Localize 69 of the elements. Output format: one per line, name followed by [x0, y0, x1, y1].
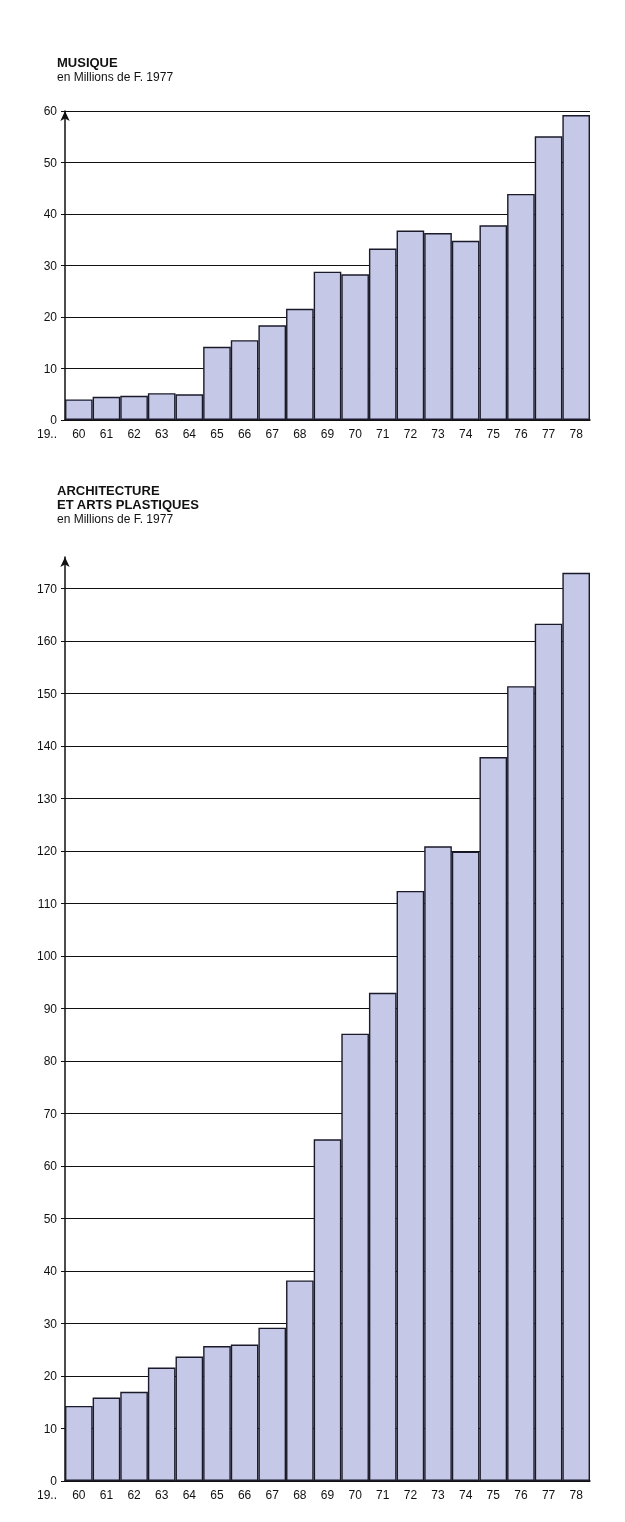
y-tick-label: 40 — [43, 1264, 58, 1278]
x-tick-label: 78 — [569, 1488, 584, 1502]
y-tick-label: 60 — [43, 1159, 58, 1173]
x-tick-label: 63 — [155, 427, 169, 441]
x-tick-label: 63 — [155, 1488, 169, 1502]
x-tick-label: 68 — [293, 1488, 307, 1502]
chart-subtitle: en Millions de F. 1977 — [57, 512, 174, 526]
y-tick-label: 140 — [36, 739, 58, 753]
x-tick-label: 60 — [72, 427, 86, 441]
x-tick-label: 69 — [320, 427, 335, 441]
y-tick-label: 110 — [37, 896, 58, 911]
chart-title: MUSIQUE — [57, 54, 118, 70]
y-tick-label: 80 — [43, 1054, 58, 1068]
x-tick-label: 66 — [237, 1488, 252, 1502]
y-tick-label: 0 — [50, 413, 58, 427]
x-tick-label: 62 — [127, 1488, 142, 1502]
y-tick-label: 60 — [43, 104, 58, 118]
y-tick-label: 90 — [43, 1001, 58, 1016]
x-axis-title: 19.. — [36, 1488, 57, 1502]
y-tick-label: 40 — [43, 207, 58, 221]
x-tick-label: 70 — [348, 1488, 363, 1502]
y-tick-label: 30 — [43, 1316, 58, 1331]
x-tick-label: 71 — [376, 427, 390, 441]
x-tick-label: 73 — [431, 1488, 446, 1502]
x-tick-label: 74 — [458, 1488, 473, 1502]
y-tick-label: 160 — [36, 634, 58, 648]
y-tick-label: 10 — [43, 361, 58, 376]
x-tick-label: 61 — [99, 1488, 114, 1502]
y-tick-label: 20 — [43, 1369, 58, 1383]
x-tick-label: 62 — [127, 427, 142, 441]
y-tick-label: 30 — [43, 258, 58, 273]
x-tick-label: 78 — [569, 427, 584, 441]
x-tick-label: 74 — [458, 427, 473, 441]
x-tick-label: 75 — [486, 1488, 501, 1502]
x-tick-label: 77 — [541, 427, 556, 441]
chart-title: ARCHITECTURE ET ARTS PLASTIQUES — [57, 482, 200, 512]
x-tick-label: 68 — [293, 427, 307, 441]
x-tick-label: 73 — [431, 427, 446, 441]
x-tick-label: 65 — [210, 1488, 224, 1502]
x-tick-label: 60 — [72, 1488, 86, 1502]
y-tick-label: 70 — [43, 1106, 58, 1121]
x-tick-label: 72 — [403, 1488, 418, 1502]
x-tick-label: 67 — [265, 427, 280, 441]
x-tick-label: 76 — [514, 1488, 528, 1502]
y-tick-label: 130 — [36, 791, 58, 806]
y-tick-label: 20 — [43, 310, 58, 324]
y-tick-label: 0 — [50, 1474, 58, 1488]
chart-subtitle: en Millions de F. 1977 — [57, 70, 174, 84]
x-tick-label: 67 — [265, 1488, 280, 1502]
x-tick-label: 72 — [403, 427, 418, 441]
y-tick-label: 10 — [43, 1421, 58, 1436]
x-tick-label: 65 — [210, 427, 224, 441]
y-tick-label: 150 — [36, 686, 58, 701]
x-tick-label: 66 — [237, 427, 252, 441]
y-tick-label: 170 — [36, 581, 58, 596]
x-tick-label: 69 — [320, 1488, 335, 1502]
x-tick-label: 76 — [514, 427, 528, 441]
x-tick-label: 64 — [182, 1488, 197, 1502]
x-tick-label: 77 — [541, 1488, 556, 1502]
x-tick-label: 75 — [486, 427, 501, 441]
x-tick-label: 71 — [376, 1488, 390, 1502]
x-tick-label: 64 — [182, 427, 197, 441]
x-tick-label: 61 — [99, 427, 114, 441]
y-tick-label: 100 — [36, 949, 58, 963]
x-axis-title: 19.. — [36, 427, 57, 441]
x-tick-label: 70 — [348, 427, 363, 441]
y-tick-label: 120 — [36, 844, 58, 858]
y-tick-label: 50 — [43, 1211, 58, 1226]
y-tick-label: 50 — [43, 155, 58, 170]
